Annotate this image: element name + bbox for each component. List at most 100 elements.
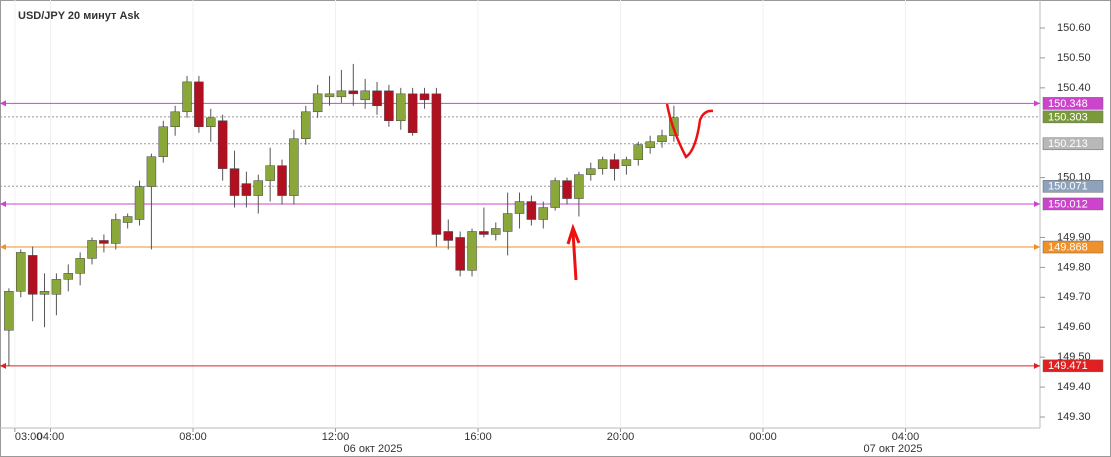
candle-body [360, 90, 370, 101]
candle-body [217, 120, 228, 169]
annotation-arrow [566, 223, 581, 281]
candle-body [396, 93, 406, 122]
candle-body [336, 90, 347, 98]
candle-body [443, 231, 454, 241]
candle-body [479, 231, 489, 235]
candle-body [657, 135, 667, 142]
candle-body [586, 168, 596, 175]
level-label: 149.868 [1048, 241, 1088, 253]
candle-body [633, 144, 644, 160]
level-arrow [1034, 200, 1040, 207]
y-tick-label: 150.40 [1057, 82, 1091, 94]
candle-body [182, 81, 192, 113]
candle-body [289, 138, 299, 196]
y-tick-label: 150.60 [1057, 22, 1091, 34]
candle-body [206, 117, 216, 127]
x-tick-label: 16:00 [464, 431, 492, 443]
candle-body [491, 228, 501, 235]
y-tick-label: 149.60 [1057, 321, 1091, 333]
x-tick-label: 04:00 [892, 431, 920, 443]
candle-body [51, 279, 62, 295]
candle-body [146, 156, 157, 187]
candle-body [134, 186, 145, 220]
candle-body [407, 93, 418, 133]
candle-body [194, 81, 204, 127]
candle-body [526, 201, 537, 220]
level-label: 150.303 [1048, 111, 1088, 123]
level-box [1042, 97, 1104, 110]
level-arrow [0, 200, 6, 207]
x-tick-label: 00:00 [749, 431, 777, 443]
level-box [1042, 180, 1104, 193]
y-tick-label: 150.50 [1057, 52, 1091, 64]
candle-body [277, 165, 287, 196]
candle-body [562, 180, 572, 199]
candle-body [27, 255, 38, 295]
y-tick-label: 149.40 [1057, 381, 1091, 393]
level-arrow [0, 244, 6, 251]
candle-body [467, 231, 477, 271]
x-tick-label: 08:00 [179, 431, 207, 443]
candle-body [324, 93, 335, 98]
candle-body [16, 252, 26, 292]
annotation-check [665, 103, 714, 159]
candle-body [419, 93, 430, 101]
candle-body [574, 174, 584, 199]
candle-body [4, 291, 14, 331]
level-label: 150.213 [1048, 138, 1088, 150]
date-label: 06 окт 2025 [344, 443, 403, 455]
level-box [1042, 197, 1104, 211]
candle-body [39, 291, 50, 295]
level-box [1042, 240, 1104, 254]
candle-body [621, 159, 632, 166]
candle-body [431, 93, 442, 235]
candle-body [455, 237, 465, 271]
chart-title: USD/JPY 20 минут Ask [18, 10, 141, 22]
y-tick-label: 149.30 [1057, 411, 1091, 423]
candle-body [63, 273, 74, 280]
level-box [1042, 137, 1104, 151]
candle-body [609, 159, 620, 169]
candle-body [229, 168, 240, 196]
y-tick-label: 149.80 [1057, 261, 1091, 273]
candle-body [550, 180, 560, 208]
candle-body [645, 141, 655, 148]
candle-body [87, 240, 97, 259]
level-arrow [1034, 362, 1040, 369]
x-tick-label: 04:00 [37, 431, 65, 443]
candle-body [384, 90, 394, 122]
candle-body [170, 111, 180, 127]
candle-body [312, 93, 323, 113]
level-box [1042, 110, 1104, 124]
candle-body [372, 90, 382, 107]
level-box [1042, 359, 1104, 373]
candle-body [514, 201, 525, 214]
y-tick-label: 149.90 [1057, 231, 1091, 243]
candle-body [158, 126, 169, 157]
level-label: 149.471 [1048, 360, 1088, 372]
candle-body [301, 111, 311, 139]
candle-body [538, 207, 549, 220]
level-label: 150.348 [1048, 98, 1088, 110]
candle-body [111, 219, 121, 244]
candle-body [99, 240, 109, 244]
candle-body [253, 180, 264, 196]
level-label: 150.012 [1048, 198, 1088, 210]
x-tick-label: 20:00 [607, 431, 635, 443]
y-tick-label: 149.70 [1057, 291, 1091, 303]
candle-body [241, 183, 252, 196]
candle-body [502, 213, 513, 232]
date-label: 07 окт 2025 [864, 443, 923, 455]
level-arrow [0, 362, 6, 369]
level-arrow [1034, 100, 1040, 107]
level-arrow [1034, 244, 1040, 251]
level-label: 150.071 [1048, 181, 1088, 193]
candle-body [122, 216, 133, 223]
candle-body [348, 90, 359, 95]
candle-body [75, 258, 85, 274]
x-tick-label: 03:00 [15, 431, 43, 443]
candle-body [265, 165, 275, 181]
